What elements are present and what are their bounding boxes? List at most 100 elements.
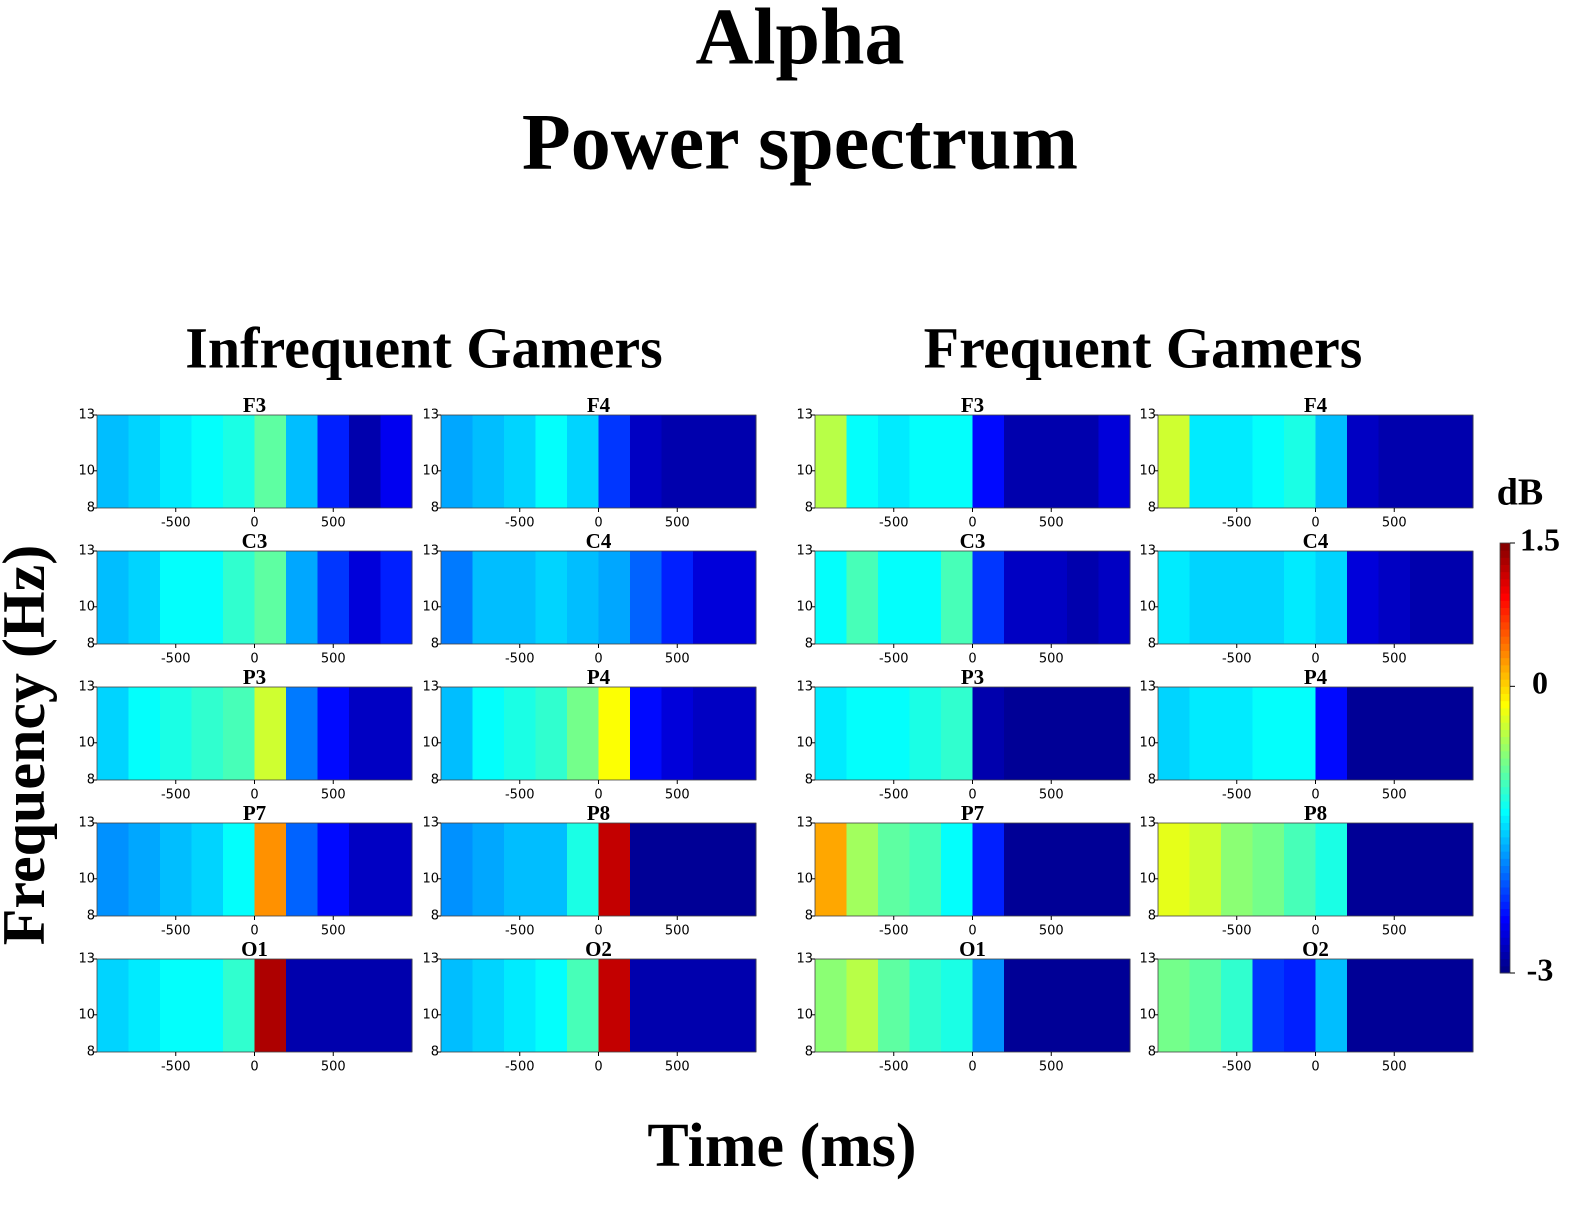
y-tick-label: 8 [1148,637,1156,652]
heat-cell [1347,823,1379,916]
y-tick-label: 10 [422,599,439,614]
x-tick-label: -500 [879,652,909,667]
panel-title: P3 [961,665,984,689]
heat-cell [504,415,536,508]
y-tick-label: 10 [422,735,439,750]
heat-cell [349,415,381,508]
heat-cell [972,551,1005,644]
colorbar-tick-label: 1.5 [1520,521,1560,557]
heat-cell [504,687,536,780]
colorbar-swatch [1500,865,1510,874]
heat-cell [724,551,757,644]
title-line: Power spectrum [522,98,1078,186]
heat-cell [630,959,662,1052]
colorbar-swatch [1500,829,1510,838]
heat-cell [1158,687,1190,780]
heat-cell [661,823,694,916]
y-tick-label: 13 [1139,680,1156,695]
y-tick-label: 8 [805,501,813,516]
colorbar-swatch [1500,543,1510,551]
colorbar-swatch [1500,815,1510,823]
colorbar-swatch [1500,930,1510,938]
heat-cell [846,687,879,780]
y-tick-label: 8 [431,909,439,924]
heat-cell [1441,823,1474,916]
y-tick-label: 10 [796,463,813,478]
panel-title: C3 [960,529,986,553]
title-line: Alpha [696,0,905,81]
heat-cell [1158,551,1190,644]
x-tick-label: 500 [321,1060,346,1075]
colorbar-swatch [1500,951,1510,960]
y-tick-label: 13 [1139,408,1156,423]
x-tick-label: 500 [1039,1060,1064,1075]
heat-cell [1067,687,1099,780]
heat-cell [1284,687,1316,780]
panel-title: C4 [1303,529,1329,553]
heat-cell [97,415,129,508]
y-tick-label: 8 [805,773,813,788]
heat-cell [160,959,192,1052]
heat-cell [1284,959,1316,1052]
y-tick-label: 10 [422,463,439,478]
y-tick-label: 13 [796,408,813,423]
colorbar-swatch [1500,593,1510,601]
x-tick-label: 500 [1382,924,1407,939]
y-tick-label: 10 [1139,463,1156,478]
heat-cell [535,687,568,780]
heat-cell [128,687,161,780]
x-tick-label: -500 [505,924,535,939]
panel-title: O2 [1302,937,1329,961]
panel-title: F3 [243,393,266,417]
heat-cell [160,687,192,780]
colorbar-swatch [1500,894,1510,902]
heat-cell [1315,959,1348,1052]
heat-cell [254,823,287,916]
heat-cell [1189,823,1222,916]
heat-cell [693,823,725,916]
y-tick-label: 8 [87,1045,95,1060]
y-tick-label: 8 [87,637,95,652]
colorbar-swatch [1500,808,1510,816]
heat-cell [254,687,287,780]
heat-cell [441,687,473,780]
heat-cell [724,415,757,508]
heat-cell [1347,415,1379,508]
heat-cell [191,415,224,508]
heat-cell [567,415,599,508]
colorbar-swatch [1500,636,1510,644]
heat-cell [1221,551,1253,644]
heat-cell [567,959,599,1052]
heat-cell [504,551,536,644]
panel-title: O2 [585,937,612,961]
heat-cell [1035,823,1068,916]
x-tick-label: 0 [968,652,976,667]
heat-cell [909,687,942,780]
heat-cell [846,551,879,644]
heat-cell [846,959,879,1052]
colorbar-swatch [1500,672,1510,680]
heat-cell [941,959,973,1052]
colorbar-swatch [1500,844,1510,852]
colorbar-swatch [1500,765,1510,773]
heat-cell [815,415,847,508]
x-tick-label: 500 [1382,652,1407,667]
heat-cell [1035,415,1068,508]
x-tick-label: -500 [161,1060,191,1075]
heat-cell [535,415,568,508]
x-tick-label: -500 [161,788,191,803]
panel-title: P8 [587,801,610,825]
x-tick-label: 0 [250,924,258,939]
y-tick-label: 13 [78,408,95,423]
x-tick-label: 0 [250,788,258,803]
x-tick-label: -500 [505,1060,535,1075]
x-tick-label: 0 [594,1060,602,1075]
x-tick-label: 0 [1311,1060,1319,1075]
heat-cell [724,959,757,1052]
colorbar-swatch [1500,607,1510,616]
heat-cell [972,959,1005,1052]
y-tick-label: 13 [422,544,439,559]
colorbar-swatch [1500,958,1510,967]
heat-cell [1378,415,1411,508]
heat-cell [223,415,255,508]
